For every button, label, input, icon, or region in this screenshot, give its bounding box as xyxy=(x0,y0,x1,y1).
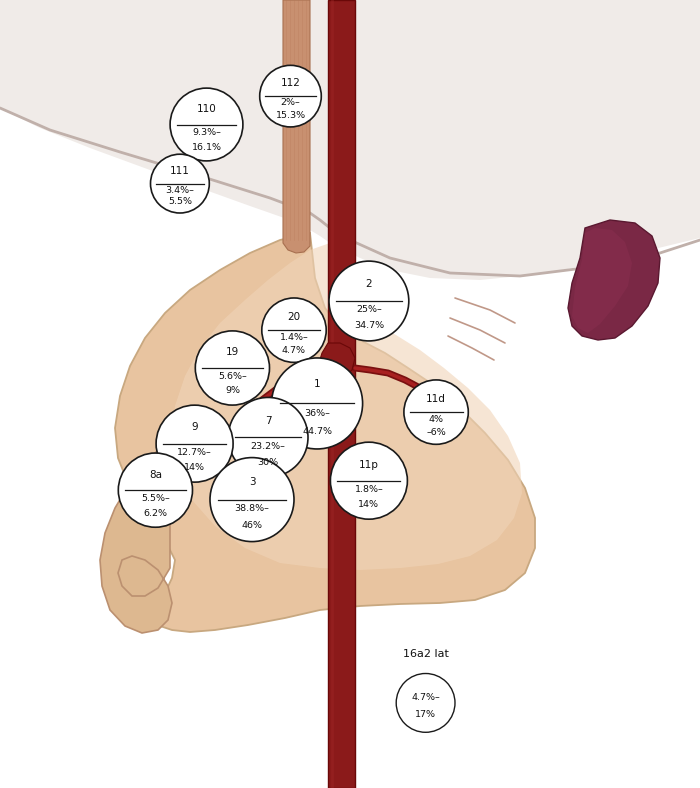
Circle shape xyxy=(195,331,270,405)
Text: 17%: 17% xyxy=(415,709,436,719)
Text: 38.8%–: 38.8%– xyxy=(234,504,270,513)
Text: 7: 7 xyxy=(265,415,272,426)
Text: 5.5%–: 5.5%– xyxy=(141,494,170,503)
Circle shape xyxy=(272,358,363,449)
Text: 11d: 11d xyxy=(426,393,446,403)
Text: 4.7%–: 4.7%– xyxy=(411,693,440,702)
Text: 1.4%–: 1.4%– xyxy=(279,333,309,342)
Text: 110: 110 xyxy=(197,104,216,114)
Polygon shape xyxy=(115,233,535,632)
Text: 46%: 46% xyxy=(241,521,262,530)
Circle shape xyxy=(329,261,409,341)
Circle shape xyxy=(330,442,407,519)
Text: –6%: –6% xyxy=(426,428,446,437)
Polygon shape xyxy=(0,0,700,273)
Polygon shape xyxy=(328,0,355,788)
Text: 36%–: 36%– xyxy=(304,409,330,418)
Text: 14%: 14% xyxy=(184,463,205,472)
Text: 4%: 4% xyxy=(428,414,444,424)
Text: 4.7%: 4.7% xyxy=(282,346,306,355)
Text: 2: 2 xyxy=(365,279,372,289)
Text: 16.1%: 16.1% xyxy=(192,143,221,151)
Text: 20: 20 xyxy=(288,311,300,322)
Circle shape xyxy=(404,380,468,444)
Circle shape xyxy=(396,674,455,732)
Polygon shape xyxy=(172,243,522,570)
Polygon shape xyxy=(318,343,355,380)
Text: 8a: 8a xyxy=(149,470,162,480)
Text: 1: 1 xyxy=(314,379,321,389)
Polygon shape xyxy=(283,0,310,253)
Polygon shape xyxy=(572,228,632,333)
Circle shape xyxy=(262,298,326,362)
Text: 9%: 9% xyxy=(225,386,240,396)
Polygon shape xyxy=(0,0,700,170)
Circle shape xyxy=(150,154,209,213)
Polygon shape xyxy=(0,0,700,280)
Text: 9.3%–: 9.3%– xyxy=(192,128,221,137)
Text: 44.7%: 44.7% xyxy=(302,427,332,437)
Circle shape xyxy=(170,88,243,161)
Text: 12.7%–: 12.7%– xyxy=(177,448,212,456)
Text: 15.3%: 15.3% xyxy=(275,111,306,120)
Polygon shape xyxy=(568,220,660,340)
Text: 25%–: 25%– xyxy=(356,305,382,314)
Text: 30%: 30% xyxy=(258,458,279,466)
Text: 11p: 11p xyxy=(359,459,379,470)
Text: 14%: 14% xyxy=(358,500,379,509)
Circle shape xyxy=(228,397,308,478)
Circle shape xyxy=(156,405,233,482)
Circle shape xyxy=(118,453,192,527)
Text: 34.7%: 34.7% xyxy=(354,322,384,330)
Text: 112: 112 xyxy=(281,78,300,88)
Text: 3.4%–: 3.4%– xyxy=(165,185,195,195)
Text: 23.2%–: 23.2%– xyxy=(251,441,286,451)
Circle shape xyxy=(260,65,321,127)
Text: 2%–: 2%– xyxy=(281,98,300,107)
Polygon shape xyxy=(0,0,700,148)
Text: 9: 9 xyxy=(191,422,198,433)
Text: 1.8%–: 1.8%– xyxy=(354,485,384,493)
Circle shape xyxy=(210,458,294,541)
Polygon shape xyxy=(100,438,172,633)
Text: 6.2%: 6.2% xyxy=(144,508,167,518)
Text: 111: 111 xyxy=(170,166,190,177)
Text: 19: 19 xyxy=(226,348,239,358)
Text: 5.5%: 5.5% xyxy=(168,197,192,206)
Text: 16a2 lat: 16a2 lat xyxy=(402,649,449,660)
Text: 5.6%–: 5.6%– xyxy=(218,372,247,381)
Text: 3: 3 xyxy=(248,477,256,487)
